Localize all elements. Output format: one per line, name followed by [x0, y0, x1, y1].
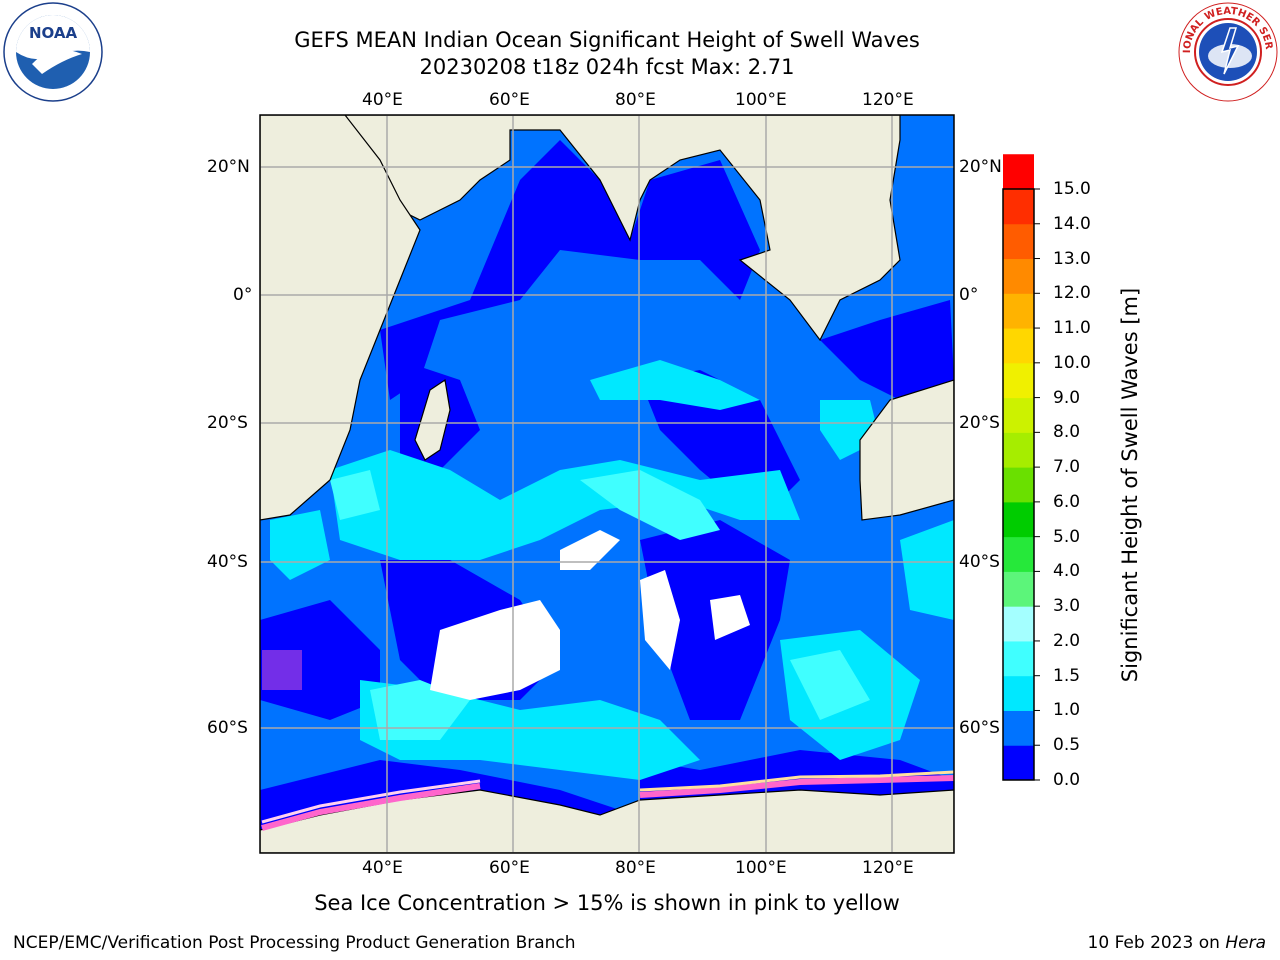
noaa-logo-icon: NOAA — [3, 2, 103, 102]
land-masses — [260, 115, 954, 853]
footer-branch: NCEP/EMC/Verification Post Processing Pr… — [13, 933, 576, 953]
colorbar-tick-label: 4.0 — [1053, 561, 1081, 582]
colorbar-frame — [1002, 188, 1035, 781]
lat-tick-right-0: 0° — [959, 285, 979, 305]
footer-date-text: 10 Feb 2023 on — [1087, 933, 1226, 953]
lat-tick-left-20s: 20°S — [207, 413, 248, 433]
colorbar-swatch — [1003, 501, 1034, 538]
colorbar-tick-label: 11.0 — [1053, 318, 1091, 339]
colorbar-swatch — [1003, 397, 1034, 433]
footer-machine: Hera — [1225, 933, 1266, 953]
colorbar-tick-label: 0.5 — [1053, 735, 1081, 756]
lon-tick-bottom-60e: 60°E — [489, 858, 530, 878]
colorbar-tick-label: 1.0 — [1053, 700, 1081, 721]
lat-tick-left-60s: 60°S — [207, 718, 248, 738]
colorbar-tick-label: 6.0 — [1053, 491, 1081, 512]
lat-tick-right-40s: 40°S — [959, 552, 1000, 572]
colorbar-tick-label: 2.0 — [1053, 630, 1081, 651]
sea-ice-edge — [261, 650, 954, 831]
lon-tick-top-120e: 120°E — [862, 90, 914, 110]
missing-data-patches — [430, 530, 750, 700]
colorbar-swatch — [1003, 606, 1034, 642]
colorbar-swatch — [1003, 571, 1034, 607]
noaa-logo-text: NOAA — [29, 24, 78, 42]
colorbar-swatch — [1003, 467, 1034, 503]
map-title: GEFS MEAN Indian Ocean Significant Heigh… — [294, 28, 920, 52]
colorbar-swatch — [1003, 223, 1034, 260]
colorbar-tick-label: 3.0 — [1053, 596, 1081, 617]
colorbar-swatch — [1003, 536, 1034, 572]
nws-logo-icon: NATIONAL WEATHER SERVICE — [1178, 2, 1278, 102]
colorbar-tick-label: 8.0 — [1053, 422, 1081, 443]
colorbar-swatch — [1003, 293, 1034, 329]
colorbar-tick-label: 12.0 — [1053, 283, 1091, 304]
map-subtitle: 20230208 t18z 024h fcst Max: 2.71 — [419, 55, 795, 79]
colorbar-tick-label: 5.0 — [1053, 526, 1081, 547]
colorbar-tick-label: 0.0 — [1053, 770, 1081, 790]
colorbar-swatch — [1003, 362, 1034, 399]
colorbar-swatch — [1003, 640, 1034, 677]
colorbar-tick-label: 15.0 — [1053, 179, 1091, 199]
lat-tick-left-0: 0° — [233, 285, 253, 305]
colorbar-tick-label: 13.0 — [1053, 248, 1091, 269]
colorbar-swatch — [1003, 745, 1034, 781]
lon-tick-top-40e: 40°E — [362, 90, 403, 110]
lon-tick-bottom-120e: 120°E — [862, 858, 914, 878]
colorbar-swatch — [1003, 675, 1034, 711]
colorbar-swatch — [1003, 154, 1034, 190]
lon-tick-bottom-40e: 40°E — [362, 858, 403, 878]
colorbar — [1003, 154, 1040, 781]
colorbar-tick-label: 1.5 — [1053, 665, 1081, 686]
lat-tick-left-20n: 20°N — [207, 157, 250, 177]
high-swell-patches — [330, 470, 870, 740]
lat-tick-right-20s: 20°S — [959, 413, 1000, 433]
lon-tick-bottom-100e: 100°E — [735, 858, 787, 878]
footer-date: 10 Feb 2023 on Hera — [1088, 933, 1266, 953]
map-frame — [259, 114, 955, 854]
colorbar-swatch — [1003, 432, 1034, 468]
colorbar-tick-label: 9.0 — [1053, 387, 1081, 408]
colorbar-swatch — [1003, 258, 1034, 294]
colorbar-swatch — [1003, 189, 1034, 225]
colorbar-tick-label: 7.0 — [1053, 457, 1081, 478]
colorbar-tick-label: 14.0 — [1053, 213, 1091, 234]
lat-tick-right-20n: 20°N — [959, 157, 1002, 177]
lat-tick-left-40s: 40°S — [207, 552, 248, 572]
colorbar-label: Significant Height of Swell Waves [m] — [1118, 287, 1142, 683]
lat-tick-right-60s: 60°S — [959, 718, 1000, 738]
lon-tick-top-60e: 60°E — [489, 90, 530, 110]
colorbar-swatch — [1003, 710, 1034, 746]
colorbar-swatch — [1003, 328, 1034, 364]
gridlines — [260, 115, 954, 853]
lon-tick-top-80e: 80°E — [615, 90, 656, 110]
sea-ice-caption: Sea Ice Concentration > 15% is shown in … — [314, 891, 900, 915]
colorbar-tick-label: 10.0 — [1053, 352, 1091, 373]
lon-tick-bottom-80e: 80°E — [615, 858, 656, 878]
lon-tick-top-100e: 100°E — [735, 90, 787, 110]
